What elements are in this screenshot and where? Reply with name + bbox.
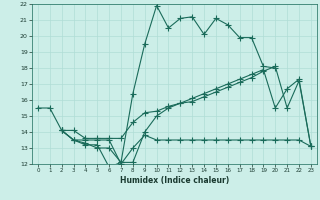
X-axis label: Humidex (Indice chaleur): Humidex (Indice chaleur) xyxy=(120,176,229,185)
